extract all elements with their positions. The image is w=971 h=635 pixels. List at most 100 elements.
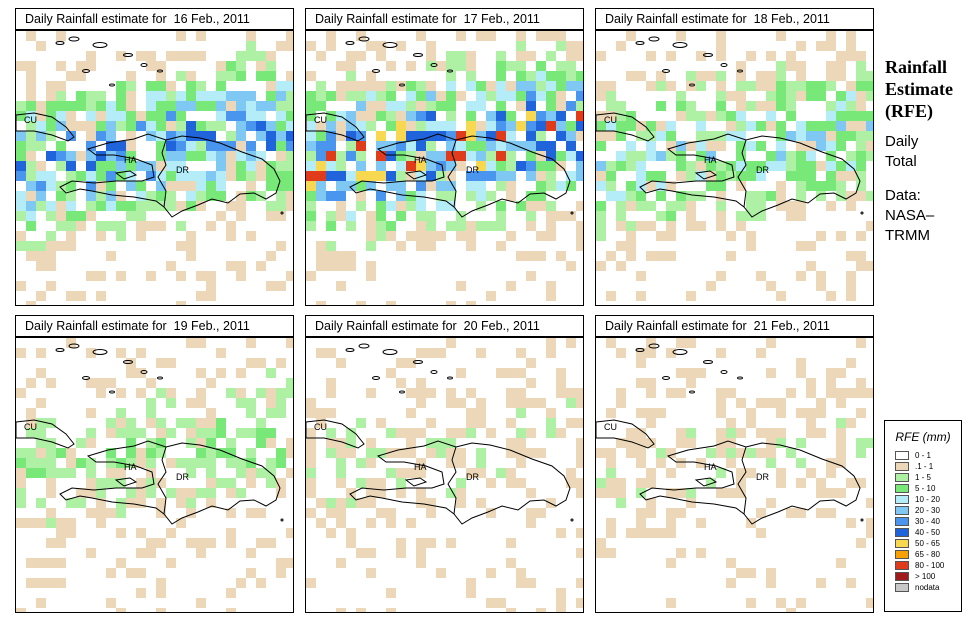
rainfall-cell [16, 211, 26, 221]
legend-label: 5 - 10 [915, 484, 936, 493]
rainfall-cell [386, 508, 396, 518]
rainfall-cell [556, 598, 566, 608]
rainfall-cell [466, 81, 476, 91]
rainfall-cell [66, 448, 76, 458]
rainfall-cell [196, 398, 206, 408]
rainfall-cell [346, 171, 356, 181]
rainfall-cell [246, 398, 256, 408]
rainfall-cell [166, 151, 176, 161]
rainfall-cell [666, 448, 676, 458]
rainfall-cell [476, 81, 486, 91]
rainfall-cell [456, 151, 466, 161]
rainfall-cell [556, 111, 566, 121]
rainfall-cell [506, 141, 516, 151]
cuba-coastline [596, 419, 655, 449]
rainfall-cell [546, 221, 556, 231]
rainfall-cell [216, 71, 226, 81]
island-outline [92, 349, 108, 355]
rainfall-cell [496, 151, 506, 161]
rainfall-cell [236, 171, 246, 181]
rainfall-cell [536, 608, 546, 612]
rainfall-cell [76, 291, 86, 301]
rainfall-cell [626, 251, 636, 261]
rainfall-cell [436, 231, 446, 241]
rainfall-cell [186, 488, 196, 498]
rainfall-cell [366, 71, 376, 81]
rainfall-cell [716, 161, 726, 171]
rainfall-cell [86, 458, 96, 468]
island-outline [109, 390, 115, 394]
rainfall-cell [396, 191, 406, 201]
rainfall-cell [736, 398, 746, 408]
rainfall-cell [516, 368, 526, 378]
rainfall-cell [226, 161, 236, 171]
rainfall-cell [196, 81, 206, 91]
rainfall-cell [516, 161, 526, 171]
rainfall-cell [126, 101, 136, 111]
rainfall-cell [36, 518, 46, 528]
rainfall-cell [656, 171, 666, 181]
legend-swatch [895, 495, 909, 504]
hispaniola-coastline [59, 133, 281, 218]
rainfall-cell [766, 428, 776, 438]
rainfall-cell [326, 211, 336, 221]
rainfall-cell [396, 41, 406, 51]
rainfall-cell [236, 458, 246, 468]
rainfall-cell [136, 448, 146, 458]
rainfall-cell [616, 191, 626, 201]
rainfall-cell [556, 131, 566, 141]
rainfall-cell [46, 281, 56, 291]
legend-label: nodata [915, 583, 940, 592]
rainfall-cell [716, 41, 726, 51]
rainfall-cell [856, 338, 866, 348]
rainfall-cell [396, 141, 406, 151]
rainfall-cell [546, 348, 556, 358]
rainfall-cell [626, 31, 636, 41]
rainfall-cell [316, 161, 326, 171]
rainfall-cell [406, 161, 416, 171]
gonave-coastline [114, 477, 138, 487]
rainfall-cell [286, 161, 293, 171]
rainfall-cell [96, 181, 106, 191]
legend-swatch [895, 473, 909, 482]
rainfall-cell [156, 171, 166, 181]
rainfall-cell [86, 408, 96, 418]
rainfall-cell [546, 181, 556, 191]
rainfall-cell [26, 171, 36, 181]
rainfall-cell [176, 518, 186, 528]
rainfall-cell [406, 121, 416, 131]
rainfall-cell [326, 428, 336, 438]
rainfall-cell [36, 121, 46, 131]
rainfall-cell [46, 468, 56, 478]
rainfall-cell [366, 41, 376, 51]
rainfall-cell [406, 358, 416, 368]
rainfall-cell [356, 91, 366, 101]
rainfall-cell [486, 568, 496, 578]
rainfall-cell [716, 211, 726, 221]
rainfall-cell [606, 121, 616, 131]
rainfall-cell [156, 91, 166, 101]
rainfall-cell [576, 488, 583, 498]
rainfall-cell [866, 221, 873, 231]
rainfall-cell [806, 418, 816, 428]
rainfall-cell [676, 548, 686, 558]
rainfall-cell [326, 241, 336, 251]
rainfall-cell [246, 171, 256, 181]
rainfall-cell [766, 161, 776, 171]
rainfall-cell [426, 221, 436, 231]
rainfall-cell [136, 478, 146, 488]
rainfall-cell [336, 111, 346, 121]
rainfall-cell [826, 468, 836, 478]
rainfall-cell [786, 171, 796, 181]
rainfall-cell [696, 111, 706, 121]
rainfall-cell [846, 51, 856, 61]
rainfall-cell [666, 141, 676, 151]
rainfall-cell [246, 448, 256, 458]
rainfall-cell [556, 378, 566, 388]
country-label-cuba: CU [604, 422, 617, 432]
rainfall-cell [726, 121, 736, 131]
rainfall-cell [446, 301, 456, 305]
rainfall-cell [426, 448, 436, 458]
rainfall-cell [336, 458, 346, 468]
rainfall-cell [326, 31, 336, 41]
